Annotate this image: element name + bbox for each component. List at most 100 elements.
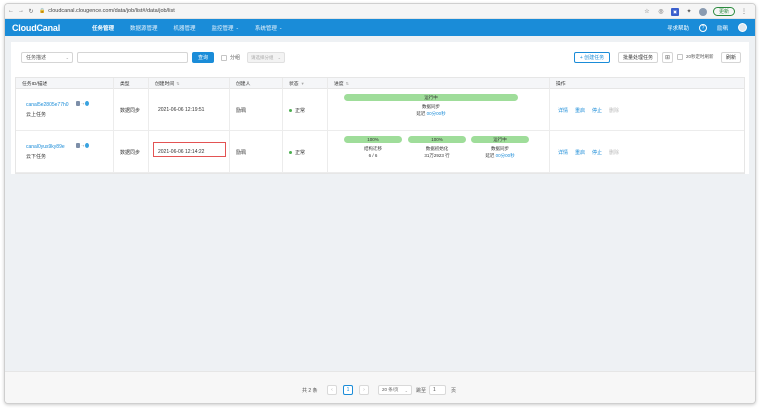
type-cell: 数据同步 <box>114 131 149 172</box>
total-count: 共 2 条 <box>302 387 318 394</box>
column-header-creator: 创建人 <box>230 78 283 89</box>
delete-link: 删除 <box>609 150 620 156</box>
actions-cell: 详情 重启 停止 删除 <box>550 89 744 130</box>
menu-system-management[interactable]: 系统管理 ⌄ <box>254 25 283 32</box>
username[interactable]: 励珮 <box>716 25 728 32</box>
progress-bar: 100% <box>344 136 402 143</box>
help-link[interactable]: 寻求帮助 <box>666 25 689 32</box>
stop-link[interactable]: 停止 <box>592 108 603 114</box>
batch-process-button[interactable]: 批量处理任务 <box>618 52 658 63</box>
progress-bar: 运行中 <box>471 136 529 143</box>
detail-link[interactable]: 详情 <box>558 108 569 114</box>
status-dot-icon <box>289 151 292 154</box>
url-text: cloudcanal.clougence.com/data/job/list#/… <box>48 8 175 14</box>
puzzle-icon[interactable]: ✦ <box>686 9 692 15</box>
filter-field-select[interactable]: 任务描述 ⌄ <box>21 52 73 63</box>
jump-page-input[interactable]: 1 <box>429 385 447 395</box>
id-cell: canal5e2805e77h0 云上任务 ⇢ <box>16 89 114 130</box>
type-cell: 数据同步 <box>114 89 149 130</box>
creator-cell: 励珮 <box>230 131 283 172</box>
refresh-button[interactable]: 刷新 <box>721 52 741 63</box>
table-header: 任务ID/描述 类型 创建时间 ⇅ 创建人 状态 ▼ 进度 ⇅ 操作 <box>16 78 744 89</box>
restart-link[interactable]: 重启 <box>575 108 586 114</box>
menu-machine-management[interactable]: 机器管理 <box>173 25 196 32</box>
column-header-actions: 操作 <box>556 82 566 87</box>
extension-icon[interactable]: ◎ <box>658 9 664 15</box>
status-dot-icon <box>289 109 292 112</box>
main-content: 任务描述 ⌄ 查询 分组 请选择分组 ⌄ + 创建任务 批量处理任务 ⊞ <box>5 36 755 371</box>
column-header-status[interactable]: 状态 ▼ <box>283 78 328 89</box>
extension-blue-icon[interactable]: ▣ <box>670 7 679 16</box>
filter-icon[interactable]: ▼ <box>300 81 305 86</box>
create-task-button[interactable]: + 创建任务 <box>574 52 610 63</box>
question-icon[interactable]: ? <box>698 23 707 32</box>
search-input[interactable] <box>77 52 188 63</box>
status-badge: 正常 <box>289 107 305 114</box>
group-checkbox[interactable]: 分组 <box>221 54 240 61</box>
chevron-right-icon[interactable]: › <box>359 385 369 395</box>
status-cell: 正常 <box>283 131 328 172</box>
progress-title: 数据同步 <box>422 104 440 109</box>
restart-link[interactable]: 重启 <box>575 150 586 156</box>
task-id-link[interactable]: canal5e2805e77h0 <box>26 102 69 108</box>
main-menu: 任务管理 数据源管理 机器管理 监控管理 ⌄ 系统管理 ⌄ <box>84 19 290 36</box>
task-id-link[interactable]: canal0yus9ky89e <box>26 144 65 150</box>
group-select: 请选择分组 ⌄ <box>247 52 285 63</box>
reload-icon[interactable]: ↻ <box>28 8 34 15</box>
forward-icon[interactable]: → <box>18 8 24 14</box>
sort-icon[interactable]: ⇅ <box>345 81 349 86</box>
progress-delay: 延迟 00分00秒 <box>416 111 446 116</box>
star-icon[interactable]: ☆ <box>644 9 650 15</box>
browser-window: ← → ↻ 🔒 cloudcanal.clougence.com/data/jo… <box>4 3 756 404</box>
page-button-1[interactable]: 1 <box>343 385 353 395</box>
menu-datasource-management[interactable]: 数据源管理 <box>130 25 158 32</box>
chevron-left-icon[interactable]: ‹ <box>327 385 337 395</box>
delete-link: 删除 <box>609 108 620 114</box>
detail-link[interactable]: 详情 <box>558 150 569 156</box>
prev-page-button[interactable]: ‹ <box>327 385 337 395</box>
progress-title: 结构迁移 <box>364 146 382 151</box>
progress-cell: 100% 结构迁移 6 / 6 100% 数据初始化 31万2923 行 运行中… <box>328 131 550 172</box>
browser-toolbar: ← → ↻ 🔒 cloudcanal.clougence.com/data/jo… <box>5 4 755 19</box>
app-header: CloudCanal 任务管理 数据源管理 机器管理 监控管理 ⌄ 系统管理 ⌄ 寻… <box>5 19 755 36</box>
chevron-down-icon: ⌄ <box>65 55 69 60</box>
task-table: 任务ID/描述 类型 创建时间 ⇅ 创建人 状态 ▼ 进度 ⇅ 操作 canal5e2… <box>15 77 745 174</box>
next-page-button[interactable]: › <box>359 385 369 395</box>
chevron-down-icon: ⌄ <box>278 25 283 30</box>
progress-sub: 6 / 6 <box>368 153 378 158</box>
menu-task-management[interactable]: 任务管理 <box>92 25 115 32</box>
more-icon[interactable]: ⋮ <box>741 9 747 15</box>
checkbox-icon[interactable] <box>221 54 227 61</box>
checkbox-icon[interactable] <box>677 54 683 60</box>
query-button[interactable]: 查询 <box>192 52 214 63</box>
auto-refresh-checkbox[interactable]: 20秒定时刷新 <box>677 54 714 60</box>
page-size-select[interactable]: 20 条/页 ⌄ <box>378 385 412 395</box>
lock-icon: 🔒 <box>39 8 46 14</box>
db-route-icon: ⇢ <box>76 143 90 148</box>
chevron-down-icon: ⌄ <box>277 55 281 60</box>
sort-icon[interactable]: ⇅ <box>176 81 180 86</box>
update-button[interactable]: 更新 <box>712 7 735 16</box>
highlight-box <box>153 142 226 157</box>
back-icon[interactable]: ← <box>8 8 14 14</box>
table-row: canal0yus9ky89e 云下任务 ⇢ 数据同步 2021-06-06 1… <box>16 131 744 173</box>
app-logo[interactable]: CloudCanal <box>12 22 61 33</box>
progress-title: 数据同步 <box>491 146 509 151</box>
column-header-created[interactable]: 创建时间 ⇅ <box>149 78 230 89</box>
status-cell: 正常 <box>283 89 328 130</box>
creator-cell: 励珮 <box>230 89 283 130</box>
chevron-down-icon: ⌄ <box>235 25 239 30</box>
progress-cell: 运行中 数据同步 延迟 00分00秒 <box>328 89 550 130</box>
address-bar[interactable]: 🔒 cloudcanal.clougence.com/data/job/list… <box>39 6 559 16</box>
profile-avatar[interactable] <box>698 7 707 16</box>
avatar[interactable] <box>738 23 747 32</box>
grid-view-icon[interactable]: ⊞ <box>662 52 673 63</box>
chevron-down-icon: ⌄ <box>404 387 408 393</box>
progress-title: 数据初始化 <box>425 146 449 151</box>
created-cell: 2021-06-06 12:14:22 <box>149 131 230 172</box>
column-header-type: 类型 <box>114 78 149 89</box>
id-cell: canal0yus9ky89e 云下任务 ⇢ <box>16 131 114 172</box>
menu-monitor-management[interactable]: 监控管理 ⌄ <box>211 25 239 32</box>
stop-link[interactable]: 停止 <box>592 150 603 156</box>
progress-bar: 100% <box>408 136 466 143</box>
